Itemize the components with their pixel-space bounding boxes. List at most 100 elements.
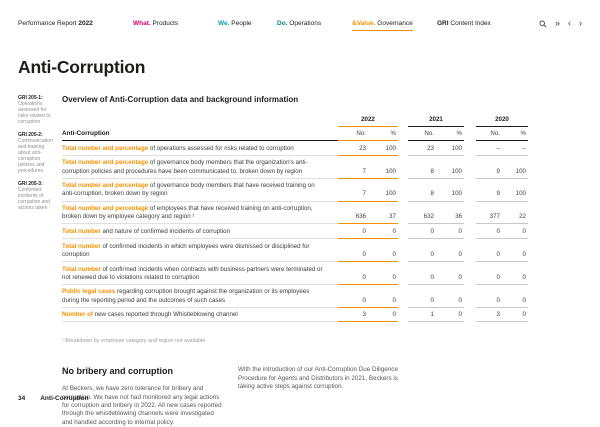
no-bribery-paragraph-2: With the introduction of our Anti-Corrup… [238, 366, 398, 391]
nav-label: People [229, 20, 252, 27]
value-cell: 3 [338, 308, 368, 323]
nav-item-gri-content-index[interactable]: GRI Content Index [437, 20, 491, 27]
value-cell: 100 [368, 187, 398, 202]
no-bribery-left-column: No bribery and corruption At Beckers, we… [62, 366, 224, 426]
report-brand: Performance Report 2022 [18, 20, 93, 27]
row-label: Total number and percentage of governanc… [62, 156, 338, 179]
subheader-no: No. [338, 127, 368, 142]
value-cell: 0 [408, 224, 436, 240]
column-gap [398, 317, 408, 323]
column-gap [398, 173, 408, 179]
gri-text: Operations assessed for risks related to… [18, 101, 51, 125]
gri-text: Communication and training about anti-co… [18, 138, 53, 174]
gri-text: Confirmed incidents of corruption and ac… [18, 187, 50, 211]
chevron-right-icon[interactable]: › [579, 18, 582, 28]
page-number: 34 [18, 395, 26, 402]
value-cell: 0 [476, 270, 502, 285]
column-gap [398, 279, 408, 285]
column-gap [398, 196, 408, 202]
row-label-lead: Total number [62, 242, 101, 250]
column-gap [398, 121, 408, 127]
value-cell: 7 [338, 187, 368, 202]
value-cell: 100 [368, 141, 398, 156]
value-cell: 0 [436, 247, 464, 263]
value-cell: 0 [368, 224, 398, 240]
nav-label: Operations [287, 20, 322, 27]
gri-note-205-1: GRI 205-1: Operations assessed for risks… [18, 95, 56, 125]
value-cell: 0 [502, 270, 528, 285]
row-label-lead: Total number and percentage [62, 205, 149, 213]
column-gap [398, 219, 408, 225]
value-cell: 23 [408, 141, 436, 156]
content: GRI 205-1: Operations assessed for risks… [18, 95, 582, 427]
subheader-pct: % [502, 127, 528, 142]
year-column-2022: 2022 [338, 112, 398, 127]
row-label: Total number and percentage of employees… [62, 202, 338, 225]
nav-prefix: &Value. [352, 20, 376, 27]
value-cell: 0 [436, 308, 464, 323]
nav-prefix: What. [133, 20, 151, 27]
column-gap [464, 317, 476, 323]
brand-year: 2022 [78, 20, 93, 27]
column-gap [398, 136, 408, 142]
value-cell: 7 [338, 164, 368, 179]
row-label: Total number of confirmed incidents when… [62, 262, 338, 285]
value-cell: 0 [338, 270, 368, 285]
no-bribery-right-column: With the introduction of our Anti-Corrup… [238, 366, 402, 426]
nav-prefix: GRI [437, 20, 449, 27]
row-label: Total number of confirmed incidents in w… [62, 239, 338, 263]
column-gap [464, 136, 476, 142]
table-footnote: ¹ Breakdown by employee category and reg… [62, 338, 206, 345]
value-cell: 100 [436, 164, 464, 179]
subheader-no: No. [476, 127, 502, 142]
value-cell: 0 [368, 247, 398, 263]
viewer-tools: » ‹ › [539, 19, 582, 28]
value-cell: 9 [476, 187, 502, 202]
row-label: Public legal cases regarding corruption … [62, 285, 338, 308]
subheader-no: No. [408, 127, 436, 142]
top-nav: Performance Report 2022 What. Products W… [18, 19, 582, 33]
value-cell: 3 [476, 308, 502, 323]
gri-note-205-2: GRI 205-2: Communication and training ab… [18, 132, 56, 174]
value-cell: 0 [476, 224, 502, 240]
value-cell: 0 [436, 270, 464, 285]
value-cell: 36 [436, 210, 464, 225]
column-gap [464, 121, 476, 127]
nav-item-governance-active[interactable]: &Value. Governance [352, 20, 413, 31]
column-gap [464, 257, 476, 263]
value-cell: 100 [502, 164, 528, 179]
column-gap [464, 196, 476, 202]
gri-sidebar: GRI 205-1: Operations assessed for risks… [18, 95, 62, 427]
row-label: Number of new cases reported through Whi… [62, 308, 338, 323]
search-icon[interactable] [539, 20, 547, 28]
value-cell: 22 [502, 210, 528, 225]
page-title: Anti-Corruption [18, 57, 146, 77]
value-cell: 0 [502, 308, 528, 323]
row-label-lead: Number of [62, 311, 93, 319]
value-cell: 0 [436, 293, 464, 308]
row-label-lead: Total number and percentage [62, 159, 149, 167]
double-chevron-right-icon[interactable]: » [554, 18, 560, 28]
column-gap [464, 219, 476, 225]
gri-note-205-3: GRI 205-3: Confirmed incidents of corrup… [18, 181, 56, 211]
chevron-left-icon[interactable]: ‹ [568, 18, 571, 28]
nav-item-operations[interactable]: Do. Operations [277, 20, 321, 27]
value-cell: 0 [408, 293, 436, 308]
value-cell: 0 [368, 270, 398, 285]
value-cell: 0 [338, 247, 368, 263]
nav-item-people[interactable]: We. People [218, 20, 252, 27]
subheader-pct: % [368, 127, 398, 142]
row-label-lead: Total number [62, 227, 101, 235]
value-cell: 1 [408, 308, 436, 323]
nav-item-products[interactable]: What. Products [133, 20, 178, 27]
value-cell: 377 [476, 210, 502, 225]
nav-label: Content Index [448, 20, 491, 27]
subheader-pct: % [436, 127, 464, 142]
year-column-2020: 2020 [476, 112, 528, 127]
row-label: Total number and percentage of governanc… [62, 179, 338, 202]
nav-label: Governance [375, 20, 413, 27]
no-bribery-paragraph-1: At Beckers, we have zero tolerance for b… [62, 385, 222, 426]
column-gap [464, 150, 476, 156]
row-label-lead: Total number [62, 265, 101, 273]
